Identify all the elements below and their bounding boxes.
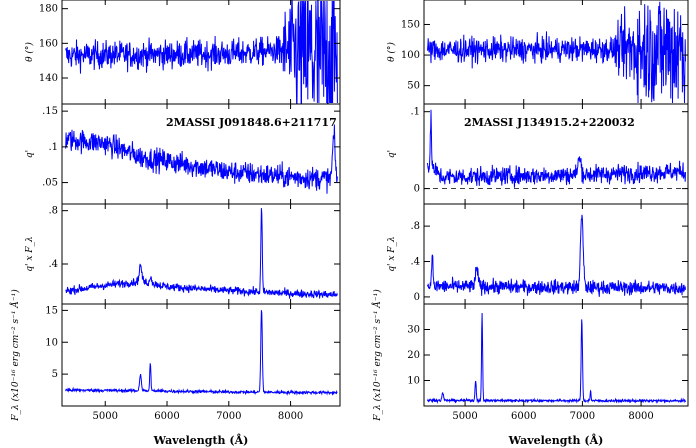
series-line-q [65, 124, 338, 194]
x-tick-label: 7000 [216, 411, 241, 422]
y-tick-label: .05 [42, 178, 58, 189]
object-name: 2MASSI J134915.2+220032 [464, 116, 635, 129]
y-tick-label: .8 [48, 206, 58, 217]
y-tick-label: 0 [414, 292, 420, 303]
object-name: 2MASSI J091848.6+211717 [166, 116, 337, 129]
y-tick-label: 5 [52, 369, 58, 380]
series-line-theta [427, 1, 686, 104]
series-line-F [427, 312, 686, 405]
y-axis-label-q: q' [387, 150, 397, 158]
y-axis-label-F: F_λ (x10⁻¹⁶ erg cm⁻² s⁻¹ Å⁻¹) [371, 289, 383, 422]
y-tick-label: 10 [45, 337, 58, 348]
y-tick-label: .15 [42, 106, 58, 117]
y-axis-label-qF: q' x F_λ [25, 236, 35, 271]
x-tick-label: 5000 [452, 411, 477, 422]
y-tick-label: .1 [410, 107, 420, 118]
y-tick-label: 10 [407, 376, 420, 387]
series-line-theta [65, 0, 338, 104]
y-tick-label: 20 [407, 350, 420, 361]
x-tick-label: 7000 [570, 411, 595, 422]
y-tick-label: 140 [39, 73, 58, 84]
x-tick-label: 6000 [154, 411, 179, 422]
y-axis-label-F: F_λ (x10⁻¹⁶ erg cm⁻² s⁻¹ Å⁻¹) [9, 289, 21, 422]
y-axis-label-qF: q' x F_λ [387, 236, 397, 271]
y-tick-label: 30 [407, 325, 420, 336]
x-tick-label: 8000 [628, 411, 653, 422]
y-tick-label: .1 [48, 142, 58, 153]
y-tick-label: 160 [39, 38, 58, 49]
x-axis-label: Wavelength (Å) [153, 433, 249, 447]
y-tick-label: .4 [410, 257, 420, 268]
y-tick-label: .4 [48, 259, 58, 270]
y-axis-label-theta: θ (°) [24, 42, 35, 62]
y-tick-label: .8 [410, 221, 420, 232]
y-tick-label: 15 [45, 305, 58, 316]
x-axis-label: Wavelength (Å) [508, 433, 604, 447]
series-line-qF [65, 208, 338, 299]
x-tick-label: 6000 [511, 411, 536, 422]
panel-frame-F [61, 303, 341, 407]
x-tick-label: 8000 [278, 411, 303, 422]
y-tick-label: 180 [39, 4, 58, 15]
series-line-q [427, 109, 686, 188]
series-line-F [65, 310, 338, 396]
x-tick-label: 5000 [93, 411, 118, 422]
y-tick-label: 50 [407, 81, 420, 92]
series-line-qF [427, 214, 686, 297]
y-tick-label: 150 [401, 19, 420, 30]
y-tick-label: 100 [401, 50, 420, 61]
panel-frame-F [423, 303, 689, 407]
y-tick-label: 0 [414, 184, 420, 195]
y-axis-label-q: q' [25, 150, 35, 158]
y-axis-label-theta: θ (°) [386, 42, 397, 62]
